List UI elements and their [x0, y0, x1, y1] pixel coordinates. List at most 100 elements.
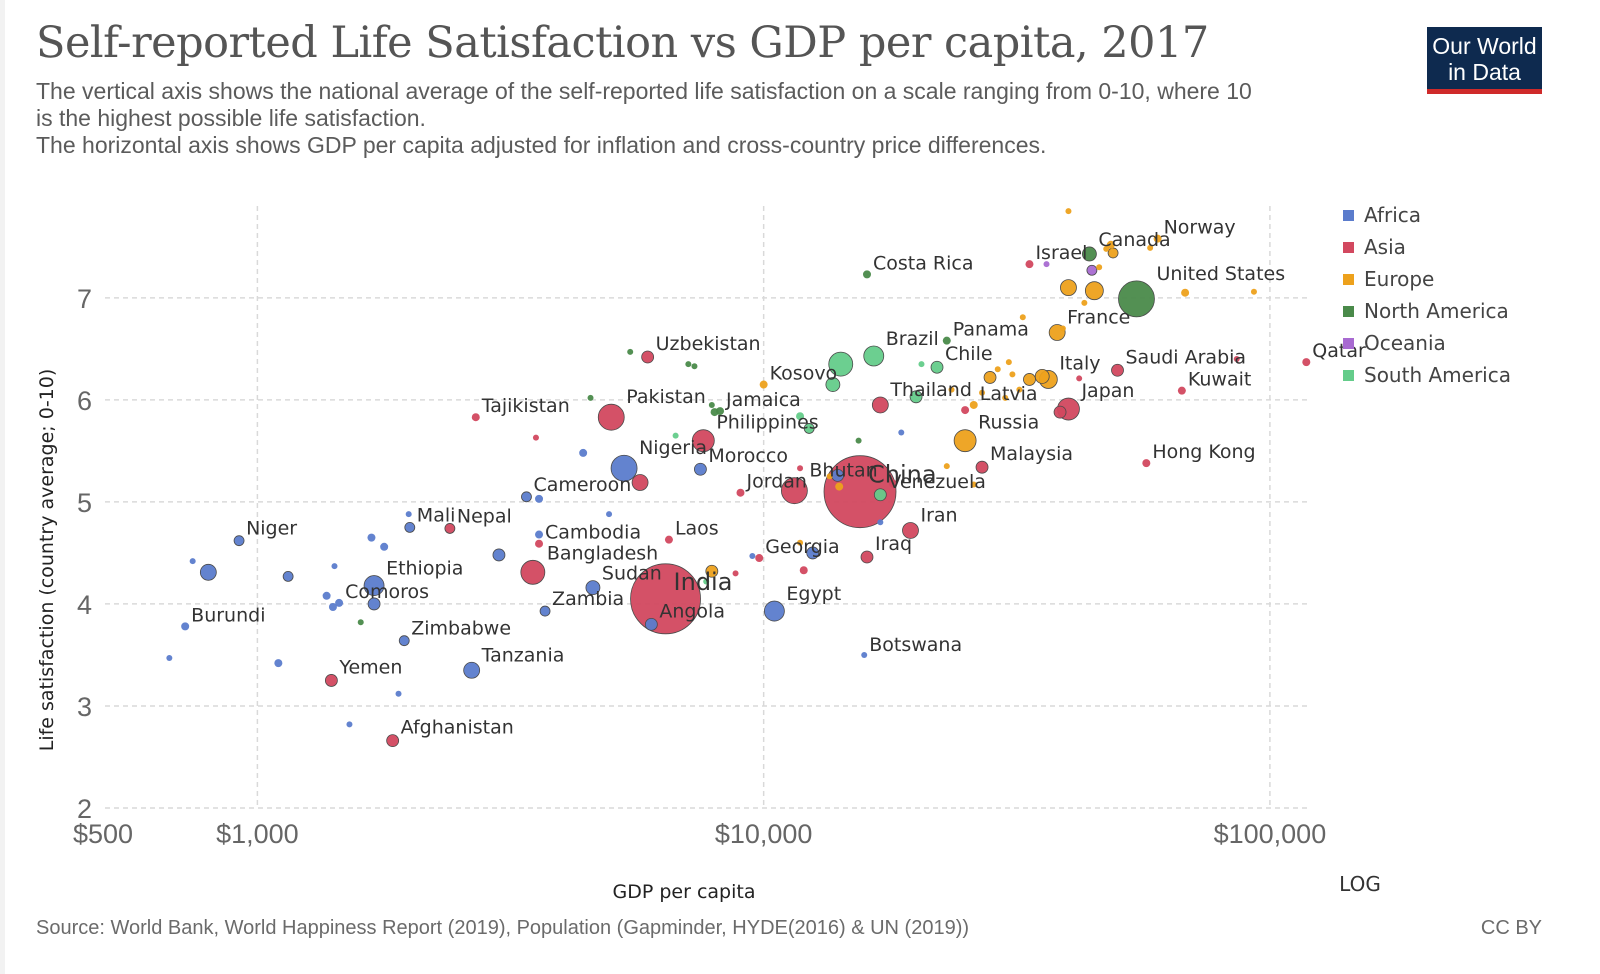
point-georgia[interactable]	[755, 554, 764, 563]
point-qatar[interactable]	[1302, 358, 1311, 367]
data-point[interactable]	[888, 479, 897, 488]
point-mali[interactable]	[404, 522, 416, 533]
data-point[interactable]	[672, 432, 679, 439]
point-canada[interactable]	[1082, 246, 1097, 262]
data-point[interactable]	[1059, 325, 1066, 332]
data-point[interactable]	[1076, 375, 1083, 382]
point-nigeria[interactable]	[610, 454, 638, 482]
data-point[interactable]	[1043, 261, 1050, 268]
point-israel[interactable]	[1025, 260, 1034, 269]
data-point[interactable]	[806, 546, 820, 560]
point-afghanistan[interactable]	[386, 734, 400, 748]
point-norway[interactable]	[1153, 234, 1162, 243]
legend-item-asia[interactable]: Asia	[1364, 235, 1406, 259]
point-united-states[interactable]	[1118, 280, 1155, 318]
data-point[interactable]	[1034, 368, 1050, 384]
data-point[interactable]	[803, 423, 815, 434]
legend-item-europe[interactable]: Europe	[1364, 267, 1434, 291]
data-point[interactable]	[535, 530, 544, 539]
data-point[interactable]	[826, 473, 833, 480]
owid-logo[interactable]: Our World in Data	[1427, 27, 1542, 94]
data-point[interactable]	[328, 602, 337, 611]
data-point[interactable]	[282, 570, 294, 582]
data-point[interactable]	[1106, 240, 1115, 249]
point-hong-kong[interactable]	[1142, 459, 1151, 468]
data-point[interactable]	[405, 511, 412, 518]
point-malaysia[interactable]	[975, 460, 989, 474]
point-brazil[interactable]	[863, 345, 885, 367]
point-chile[interactable]	[930, 360, 944, 374]
data-point[interactable]	[855, 437, 862, 444]
data-point[interactable]	[331, 563, 338, 570]
data-point[interactable]	[970, 481, 977, 488]
point-latvia[interactable]	[969, 400, 978, 409]
data-point[interactable]	[799, 566, 808, 575]
point-sudan[interactable]	[585, 580, 601, 596]
data-point[interactable]	[797, 539, 804, 546]
data-point[interactable]	[979, 389, 986, 396]
data-point[interactable]	[1147, 244, 1154, 251]
point-iran[interactable]	[902, 522, 919, 539]
data-point[interactable]	[1009, 371, 1016, 378]
data-point[interactable]	[898, 429, 905, 436]
data-point[interactable]	[367, 597, 381, 611]
point-uzbekistan[interactable]	[641, 350, 655, 364]
log-scale-toggle[interactable]: LOG	[1339, 872, 1381, 896]
data-point[interactable]	[1016, 386, 1023, 393]
data-point[interactable]	[1065, 208, 1072, 215]
point-comoros[interactable]	[335, 598, 344, 607]
point-zimbabwe[interactable]	[398, 635, 410, 647]
point-burundi[interactable]	[181, 622, 190, 631]
point-cameroon[interactable]	[521, 491, 532, 503]
data-point[interactable]	[1103, 245, 1110, 252]
data-point[interactable]	[367, 533, 376, 542]
data-point[interactable]	[1081, 299, 1088, 306]
data-point[interactable]	[1233, 356, 1240, 363]
data-point[interactable]	[395, 690, 402, 697]
data-point[interactable]	[710, 408, 719, 417]
point-laos[interactable]	[664, 535, 673, 544]
point-thailand[interactable]	[871, 396, 889, 414]
data-point[interactable]	[535, 494, 544, 503]
data-point[interactable]	[797, 465, 804, 472]
point-kuwait[interactable]	[1177, 386, 1186, 395]
point-russia[interactable]	[953, 429, 977, 453]
point-saudi-arabia[interactable]	[1111, 363, 1124, 377]
legend-item-south-america[interactable]: South America	[1364, 363, 1511, 387]
data-point[interactable]	[1002, 394, 1009, 401]
data-point[interactable]	[322, 591, 331, 600]
point-yemen[interactable]	[324, 674, 338, 687]
data-point[interactable]	[1053, 405, 1067, 419]
data-point[interactable]	[691, 363, 698, 370]
data-point[interactable]	[380, 542, 389, 551]
legend-item-africa[interactable]: Africa	[1364, 203, 1421, 227]
point-panama[interactable]	[942, 336, 951, 345]
point-angola[interactable]	[644, 617, 658, 631]
data-point[interactable]	[199, 563, 217, 581]
data-point[interactable]	[1086, 264, 1098, 276]
data-point[interactable]	[631, 474, 649, 491]
data-point[interactable]	[606, 511, 613, 518]
data-point[interactable]	[1019, 314, 1026, 321]
data-point[interactable]	[943, 463, 950, 470]
data-point[interactable]	[909, 390, 923, 404]
data-point[interactable]	[357, 619, 364, 626]
point-philippines[interactable]	[691, 429, 715, 453]
point-nepal[interactable]	[444, 523, 456, 534]
license-link[interactable]: CC BY	[1480, 917, 1542, 939]
data-point[interactable]	[835, 482, 844, 491]
point-bhutan[interactable]	[780, 477, 808, 505]
point-jordan[interactable]	[736, 488, 745, 497]
data-point[interactable]	[579, 448, 588, 457]
legend-item-north-america[interactable]: North America	[1364, 299, 1509, 323]
data-point[interactable]	[532, 434, 539, 441]
point-egypt[interactable]	[763, 600, 785, 622]
data-point[interactable]	[983, 371, 997, 384]
data-point[interactable]	[166, 655, 173, 662]
data-point[interactable]	[1060, 279, 1077, 297]
point-venezuela[interactable]	[873, 488, 887, 502]
data-point[interactable]	[1005, 359, 1012, 366]
point-ethiopia[interactable]	[363, 575, 385, 596]
point-bangladesh[interactable]	[520, 559, 546, 585]
data-point[interactable]	[685, 361, 692, 368]
